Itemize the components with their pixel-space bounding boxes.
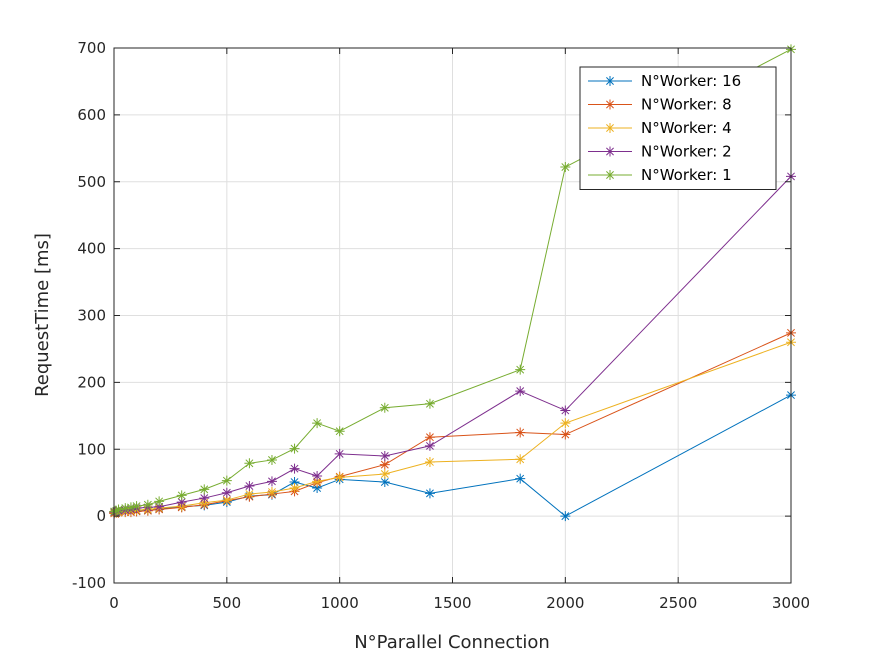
y-tick-label: 700	[77, 39, 106, 57]
data-point-marker	[289, 483, 300, 494]
y-tick-label: -100	[72, 574, 106, 592]
legend: N°Worker: 16 N°Worker: 8 N°Worker: 4 N°Work…	[579, 66, 777, 190]
y-tick-label: 500	[77, 173, 106, 191]
data-point-marker	[424, 488, 435, 499]
data-point-marker	[515, 364, 526, 375]
data-point-marker	[176, 490, 187, 501]
y-tick-label: 300	[77, 307, 106, 325]
y-tick-label: 600	[77, 106, 106, 124]
data-point-marker	[289, 477, 300, 488]
data-point-marker	[379, 450, 390, 461]
data-point-marker	[312, 471, 323, 481]
data-point-marker	[120, 503, 131, 514]
data-point-marker	[199, 493, 210, 504]
data-point-marker	[560, 405, 571, 416]
legend-item: N°Worker: 4	[588, 119, 732, 137]
data-point-marker	[334, 472, 345, 483]
x-tick-label: 1500	[433, 594, 471, 612]
data-point-marker	[244, 489, 255, 500]
data-point-marker	[125, 502, 136, 513]
legend-item: N°Worker: 1	[588, 166, 732, 184]
data-point-marker	[221, 475, 232, 486]
data-point-marker	[560, 511, 571, 522]
legend-label: N°Worker: 16	[641, 72, 741, 90]
legend-item: N°Worker: 16	[588, 72, 741, 90]
data-point-marker	[266, 487, 277, 498]
data-point-marker	[515, 454, 526, 465]
x-tick-label: 500	[213, 594, 242, 612]
data-point-marker	[154, 501, 165, 512]
y-tick-label: 100	[77, 440, 106, 458]
y-axis-ticks: -100 0 100 200 300 400 500 600 700	[72, 39, 791, 592]
x-tick-label: 0	[109, 594, 119, 612]
data-point-marker	[199, 484, 210, 495]
data-point-marker	[131, 501, 142, 512]
legend-marker	[605, 170, 615, 180]
y-tick-label: 0	[96, 507, 106, 525]
data-point-marker	[289, 443, 300, 454]
data-point-marker	[424, 432, 435, 443]
data-point-marker	[221, 487, 232, 498]
data-point-marker	[424, 398, 435, 409]
x-tick-label: 2500	[659, 594, 697, 612]
data-point-marker	[334, 426, 345, 437]
data-point-marker	[111, 505, 122, 516]
x-tick-label: 2000	[546, 594, 584, 612]
data-point-marker	[289, 463, 300, 474]
legend-label: N°Worker: 2	[641, 143, 732, 161]
legend-marker	[605, 146, 615, 157]
data-point-marker	[154, 496, 165, 507]
data-point-marker	[312, 418, 323, 429]
y-tick-label: 200	[77, 373, 106, 391]
legend-label: N°Worker: 1	[641, 166, 732, 184]
x-tick-label: 3000	[772, 594, 810, 612]
legend-marker	[605, 99, 615, 110]
data-point-marker	[266, 476, 277, 487]
series-5	[109, 44, 796, 517]
data-point-marker	[312, 483, 323, 494]
data-point-marker	[379, 468, 390, 479]
data-point-marker	[379, 459, 390, 470]
data-point-marker	[113, 504, 124, 515]
legend-label: N°Worker: 8	[641, 96, 732, 114]
data-point-marker	[424, 456, 435, 467]
x-tick-label: 1000	[321, 594, 359, 612]
data-point-marker	[244, 481, 255, 492]
legend-item: N°Worker: 2	[588, 143, 732, 161]
y-axis-label: RequestTime [ms]	[32, 233, 53, 397]
data-point-marker	[244, 458, 255, 469]
data-point-marker	[515, 386, 526, 397]
data-point-marker	[515, 473, 526, 484]
data-point-marker	[334, 448, 345, 459]
data-point-marker	[560, 418, 571, 429]
x-axis-label: N°Parallel Connection	[354, 632, 550, 653]
legend-marker	[605, 76, 615, 86]
x-axis-ticks: 0 500 1000 1500 2000 2500 3000	[109, 48, 810, 612]
legend-label: N°Worker: 4	[641, 119, 732, 137]
data-point-marker	[176, 497, 187, 508]
y-tick-label: 400	[77, 240, 106, 258]
data-point-marker	[424, 440, 435, 451]
data-point-marker	[515, 427, 526, 438]
data-point-marker	[266, 454, 277, 465]
data-point-marker	[379, 402, 390, 413]
data-point-marker	[379, 477, 390, 488]
data-point-marker	[312, 476, 323, 487]
data-point-marker	[560, 162, 571, 173]
legend-marker	[605, 123, 615, 133]
legend-item: N°Worker: 8	[588, 96, 732, 114]
data-point-marker	[560, 429, 571, 440]
data-point-marker	[142, 499, 153, 510]
data-point-marker	[221, 495, 232, 506]
